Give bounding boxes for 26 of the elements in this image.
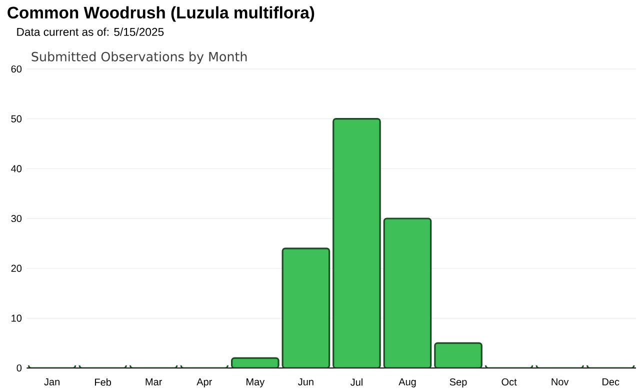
y-tick-label: 60 [11,65,22,73]
y-tick-label: 30 [11,214,22,222]
x-tick-label: Apr [196,378,212,388]
bar [434,342,482,368]
x-tick-label: Jan [44,378,60,386]
text: Submitted Observations by Month [32,52,247,64]
x-tick-label: Jul [350,378,362,386]
bar [383,218,432,368]
chart-title: Common Woodrush (Luzula multiflora) [8,6,314,22]
x-tick-label: Nov [552,378,569,386]
x-tick-label: Mar [146,378,162,386]
y-tick-label: 20 [11,264,22,272]
x-tick-label: May [246,378,265,388]
x-tick-label: Sep [450,378,467,388]
bar [282,248,330,368]
bar [332,118,381,368]
y-tick-label: 40 [11,165,22,172]
x-tick-label: Oct [502,378,517,386]
y-tick-label: 10 [12,314,22,322]
y-tick-label: 50 [11,115,22,122]
y-tick-label: 0 [16,364,22,372]
x-tick-label: Aug [398,378,416,388]
chart-subtitle: Data current as of: 5/15/2025 [17,28,164,36]
x-tick-label: Feb [95,378,112,386]
x-tick-label: Dec [602,378,620,386]
x-tick-label: Jun [298,378,314,386]
